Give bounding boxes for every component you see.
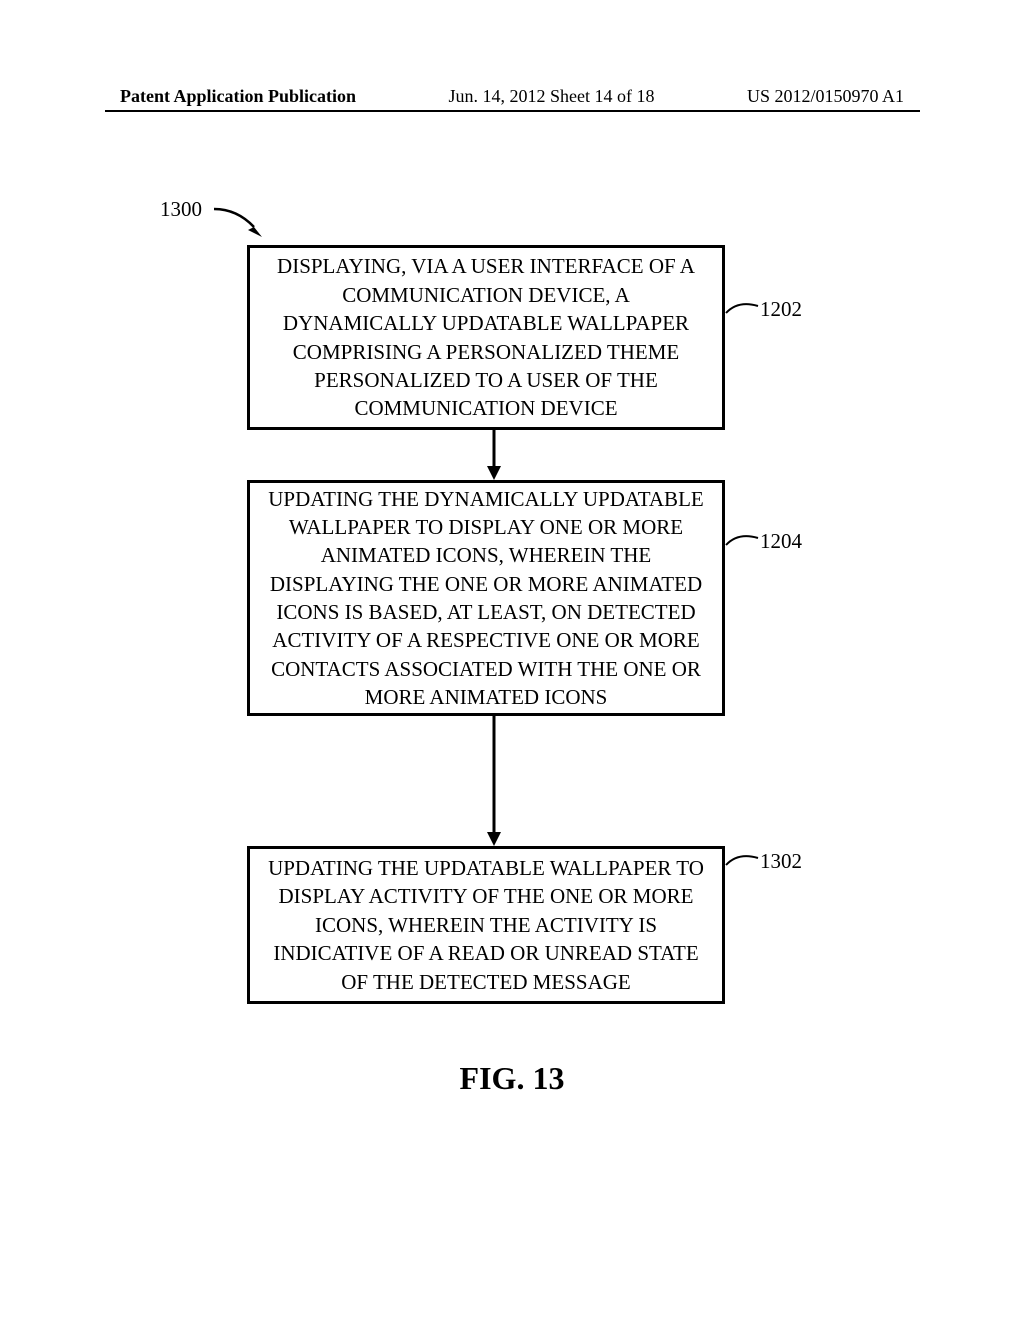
ref-1302-label: 1302 (760, 849, 802, 874)
header-rule (105, 110, 920, 112)
arrow-2-to-3 (484, 716, 504, 846)
header-left: Patent Application Publication (120, 86, 356, 107)
ref-main-label: 1300 (160, 197, 202, 222)
page-header: Patent Application Publication Jun. 14, … (0, 86, 1024, 107)
arrow-1-to-2 (484, 430, 504, 480)
box2-text: UPDATING THE DYNAMICALLY UPDATABLE WALLP… (264, 485, 708, 712)
ref-1302-connector (724, 850, 762, 880)
header-right: US 2012/0150970 A1 (747, 86, 904, 107)
ref-1202-label: 1202 (760, 297, 802, 322)
ref-1202-connector (724, 298, 762, 328)
box3-text: UPDATING THE UPDATABLE WALLPAPER TO DISP… (264, 854, 708, 996)
header-center: Jun. 14, 2012 Sheet 14 of 18 (449, 86, 655, 107)
flowchart-box-3: UPDATING THE UPDATABLE WALLPAPER TO DISP… (247, 846, 725, 1004)
ref-1204-connector (724, 530, 762, 560)
box1-text: DISPLAYING, VIA A USER INTERFACE OF A CO… (264, 252, 708, 422)
ref-main-arrow (212, 205, 272, 240)
flowchart-box-2: UPDATING THE DYNAMICALLY UPDATABLE WALLP… (247, 480, 725, 716)
flowchart-box-1: DISPLAYING, VIA A USER INTERFACE OF A CO… (247, 245, 725, 430)
ref-1204-label: 1204 (760, 529, 802, 554)
figure-label: FIG. 13 (0, 1060, 1024, 1097)
